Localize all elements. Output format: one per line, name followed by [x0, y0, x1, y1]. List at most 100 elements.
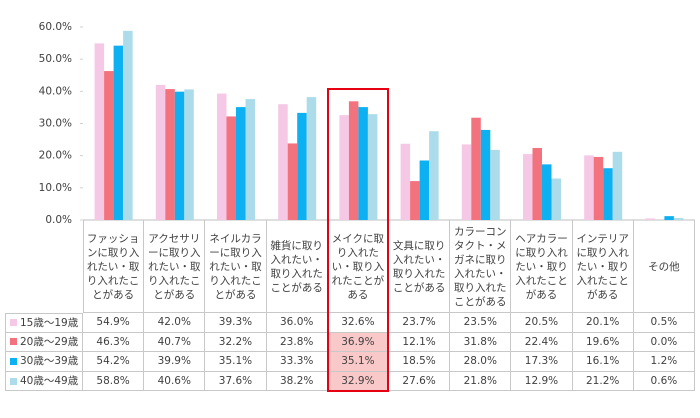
value-cell: 27.6%	[389, 371, 451, 392]
bar	[645, 218, 655, 220]
legend-label: 30歳～39歳	[20, 355, 79, 368]
bar	[471, 117, 481, 220]
value-cell: 28.0%	[450, 352, 512, 372]
legend-cell: 20歳～29歳	[5, 332, 83, 353]
category-label: アクセサリーに取り入れたい・取り入れたことがある	[144, 220, 206, 313]
legend-label: 40歳～49歳	[20, 375, 79, 388]
bar	[490, 149, 500, 220]
bar	[113, 45, 124, 221]
legend-cell: 40歳～49歳	[5, 371, 83, 392]
value-cell: 46.3%	[83, 332, 145, 353]
bar	[217, 93, 227, 220]
bar	[542, 164, 552, 220]
category-label: インテリアに取り入れたい・取り入れたことがある	[573, 220, 634, 313]
category-label: ファッションに取り入れたい・取り入れたことがある	[83, 220, 145, 313]
value-cell: 54.2%	[83, 352, 145, 372]
value-cell: 21.2%	[572, 371, 634, 392]
value-cell: 36.9%	[327, 332, 389, 353]
value-cell: 20.5%	[511, 313, 573, 333]
value-cell: 23.8%	[266, 332, 328, 353]
value-cell: 19.6%	[572, 332, 634, 353]
bar	[245, 99, 255, 220]
bar	[236, 107, 246, 220]
value-cell: 40.6%	[144, 371, 206, 392]
legend-swatch	[10, 357, 17, 365]
value-cell: 36.0%	[266, 313, 328, 333]
category-label: カラーコンタクト・メガネに取り入れたい・取り入れたことがある	[450, 220, 512, 313]
value-cell: 58.8%	[83, 371, 145, 392]
category-label: その他	[634, 220, 695, 313]
value-cell: 21.8%	[450, 371, 512, 392]
bar	[165, 89, 175, 220]
bar	[612, 151, 623, 220]
bar	[673, 218, 684, 220]
bar	[104, 71, 114, 221]
bar	[226, 116, 236, 220]
bar	[461, 144, 472, 220]
value-cell: 35.1%	[205, 352, 267, 372]
bar	[419, 160, 430, 220]
category-label: 文具に取り入れたい・取り入れたことがある	[389, 220, 451, 313]
value-cell: 32.2%	[205, 332, 267, 353]
bar	[429, 131, 439, 220]
legend-swatch	[10, 338, 17, 346]
bar	[287, 143, 298, 220]
bar	[584, 155, 594, 220]
bar	[306, 97, 317, 220]
y-tick-label: 30.0%	[39, 118, 72, 130]
value-cell: 40.7%	[144, 332, 206, 353]
bar	[603, 168, 613, 220]
bar	[358, 107, 368, 220]
y-tick-label: 20.0%	[39, 150, 72, 162]
legend-label: 20歳～29歳	[20, 335, 79, 348]
value-cell: 23.5%	[450, 313, 512, 333]
y-tick-label: 40.0%	[39, 85, 72, 97]
category-label: ネイルカラーに取り入れたい・取り入れたことがある	[205, 220, 267, 313]
value-cell: 0.0%	[633, 332, 695, 353]
value-cell: 32.9%	[327, 371, 389, 392]
bar	[123, 30, 133, 220]
value-cell: 17.3%	[511, 352, 573, 372]
category-label: メイクに取り入れたい・取り入れたことがある	[328, 220, 389, 313]
legend-cell: 30歳～39歳	[5, 352, 83, 372]
value-cell: 32.6%	[327, 313, 389, 333]
legend-swatch	[10, 377, 17, 385]
bar	[155, 84, 166, 221]
value-cell: 0.6%	[633, 371, 695, 392]
bar	[523, 154, 533, 220]
y-tick-label: 10.0%	[39, 182, 72, 194]
value-cell: 35.1%	[327, 352, 389, 372]
value-cell: 20.1%	[572, 313, 634, 333]
value-cell: 39.3%	[205, 313, 267, 333]
bar	[348, 101, 359, 220]
legend-swatch	[10, 319, 17, 327]
bar	[278, 104, 288, 220]
bar	[400, 143, 411, 220]
legend-label: 15歳～19歳	[20, 316, 79, 329]
y-tick-label: 0.0%	[45, 214, 72, 226]
bar	[174, 91, 185, 220]
category-label: 雑貨に取り入れたい・取り入れたことがある	[267, 220, 328, 313]
bar	[339, 115, 349, 220]
value-cell: 54.9%	[83, 313, 145, 333]
value-cell: 16.1%	[572, 352, 634, 372]
bar	[367, 114, 378, 220]
bar	[532, 147, 542, 220]
bar	[551, 178, 561, 220]
bar	[593, 156, 604, 220]
value-cell: 37.6%	[205, 371, 267, 392]
value-cell: 0.5%	[633, 313, 695, 333]
y-tick-label: 60.0%	[39, 21, 72, 33]
value-cell: 38.2%	[266, 371, 328, 392]
value-cell: 39.9%	[144, 352, 206, 372]
value-cell: 18.5%	[389, 352, 451, 372]
legend-cell: 15歳～19歳	[5, 313, 83, 333]
table-border	[83, 220, 84, 313]
bar	[184, 89, 194, 220]
value-cell: 22.4%	[511, 332, 573, 353]
value-cell: 33.3%	[266, 352, 328, 372]
table-top	[83, 312, 695, 313]
category-label: ヘアカラーに取り入れたい・取り入れたことがある	[511, 220, 573, 313]
